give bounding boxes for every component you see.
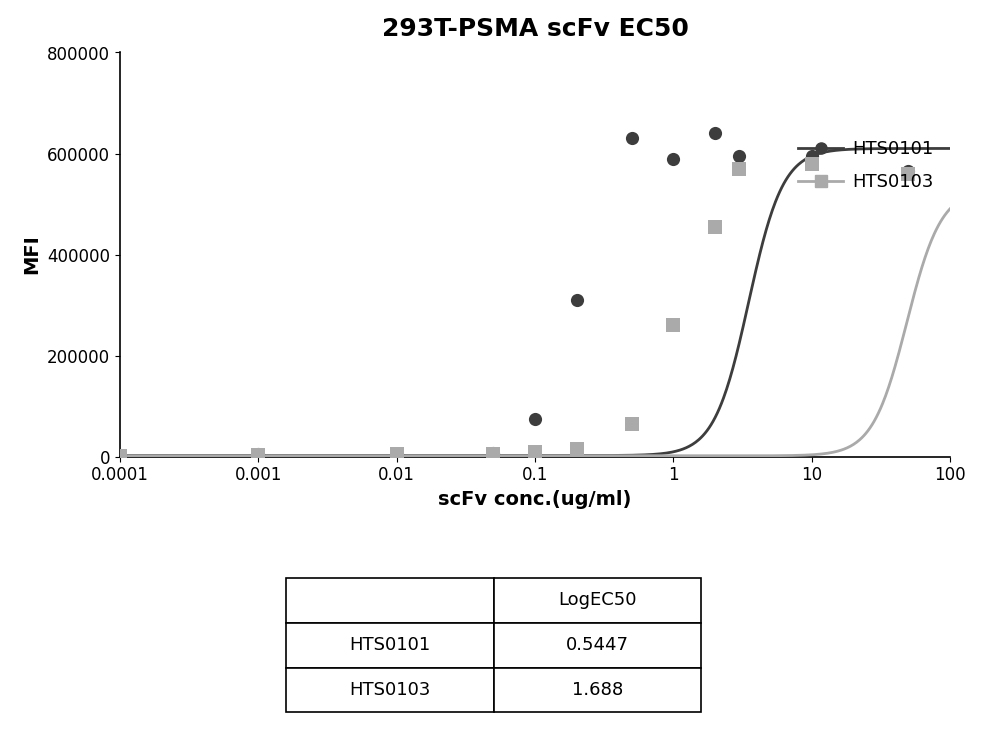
Point [389, 448, 405, 460]
Point [624, 418, 640, 430]
Point [389, 448, 405, 460]
Point [624, 132, 640, 144]
Point [900, 165, 916, 177]
Point [804, 158, 820, 170]
Point [112, 449, 128, 461]
Point [527, 446, 543, 458]
Point [731, 150, 747, 162]
Point [485, 448, 501, 460]
Point [250, 448, 266, 460]
Point [569, 443, 585, 455]
Point [707, 220, 723, 232]
Point [569, 294, 585, 306]
Point [665, 320, 681, 332]
Legend: HTS0101, HTS0103: HTS0101, HTS0103 [791, 134, 941, 198]
Y-axis label: MFI: MFI [23, 235, 42, 274]
Point [900, 168, 916, 180]
Point [250, 448, 266, 460]
Point [112, 449, 128, 461]
X-axis label: scFv conc.(ug/ml): scFv conc.(ug/ml) [438, 490, 632, 508]
Point [485, 446, 501, 458]
Title: 293T-PSMA scFv EC50: 293T-PSMA scFv EC50 [382, 16, 688, 40]
Point [707, 128, 723, 140]
Point [527, 413, 543, 424]
Point [804, 150, 820, 162]
Point [731, 163, 747, 175]
Point [665, 152, 681, 164]
